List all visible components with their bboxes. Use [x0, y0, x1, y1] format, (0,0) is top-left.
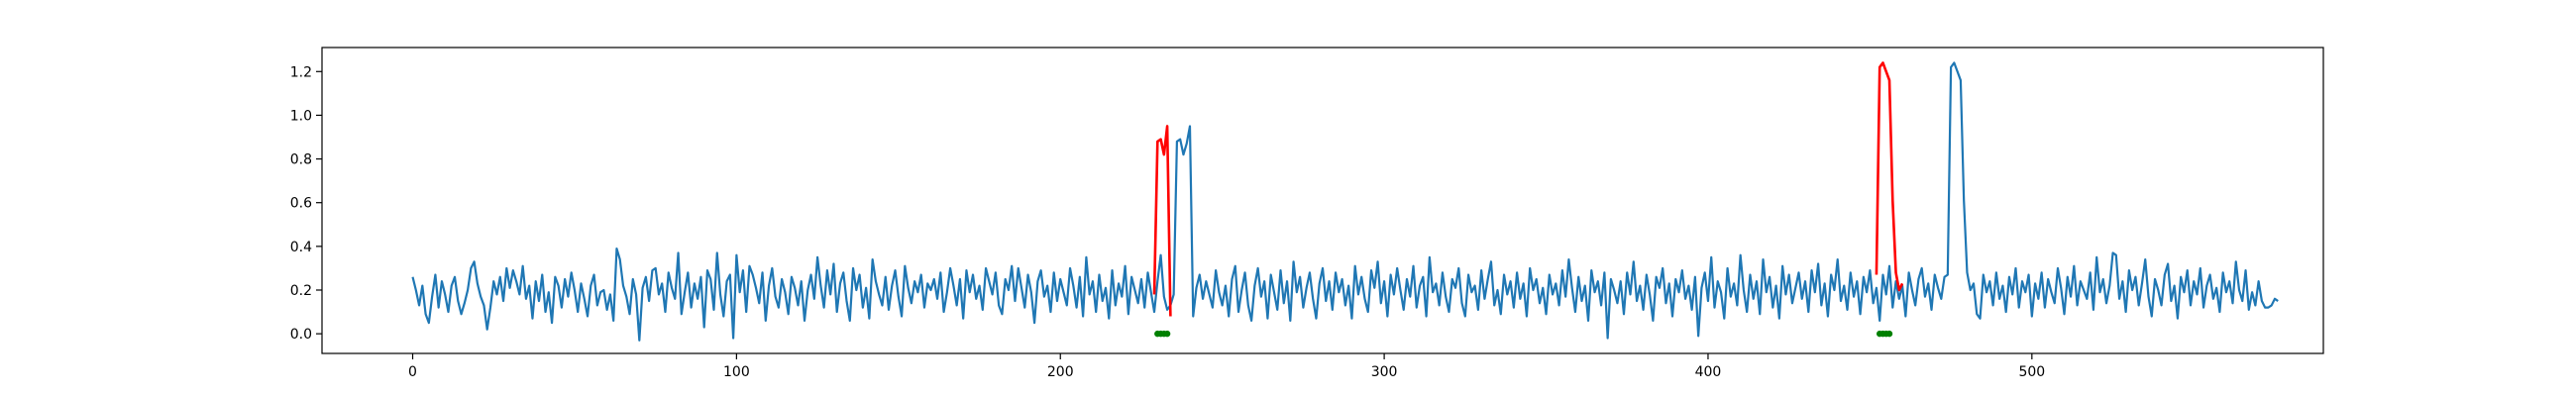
anomaly-segment-1 — [1152, 125, 1172, 317]
series-line-signal — [411, 61, 2279, 342]
anomaly-marker-4 — [1163, 330, 1171, 338]
x-tick-label-500: 500 — [2018, 364, 2045, 380]
x-tick-label-0: 0 — [408, 364, 417, 380]
y-tick-label-6: 1.2 — [290, 64, 312, 80]
y-tick-label-4: 0.8 — [290, 152, 312, 168]
x-tick-label-400: 400 — [1695, 364, 1722, 380]
y-tick-label-0: 0.0 — [290, 327, 312, 343]
x-tick-label-300: 300 — [1371, 364, 1398, 380]
x-tick-label-200: 200 — [1047, 364, 1074, 380]
y-tick-label-2: 0.4 — [290, 240, 312, 255]
anomaly-marker-8 — [1885, 330, 1893, 338]
y-tick-label-1: 0.2 — [290, 283, 312, 299]
y-tick-label-5: 1.0 — [290, 108, 312, 124]
y-tick-label-3: 0.6 — [290, 196, 312, 212]
x-axis: 0 100 200 300 400 500 — [408, 353, 2045, 380]
x-tick-label-100: 100 — [723, 364, 750, 380]
anomaly-segment-2 — [1875, 61, 1904, 292]
plot-marks — [411, 61, 2279, 342]
y-axis: 0.0 0.2 0.4 0.6 0.8 1.0 1.2 — [290, 64, 322, 343]
plot-frame — [321, 47, 2324, 354]
